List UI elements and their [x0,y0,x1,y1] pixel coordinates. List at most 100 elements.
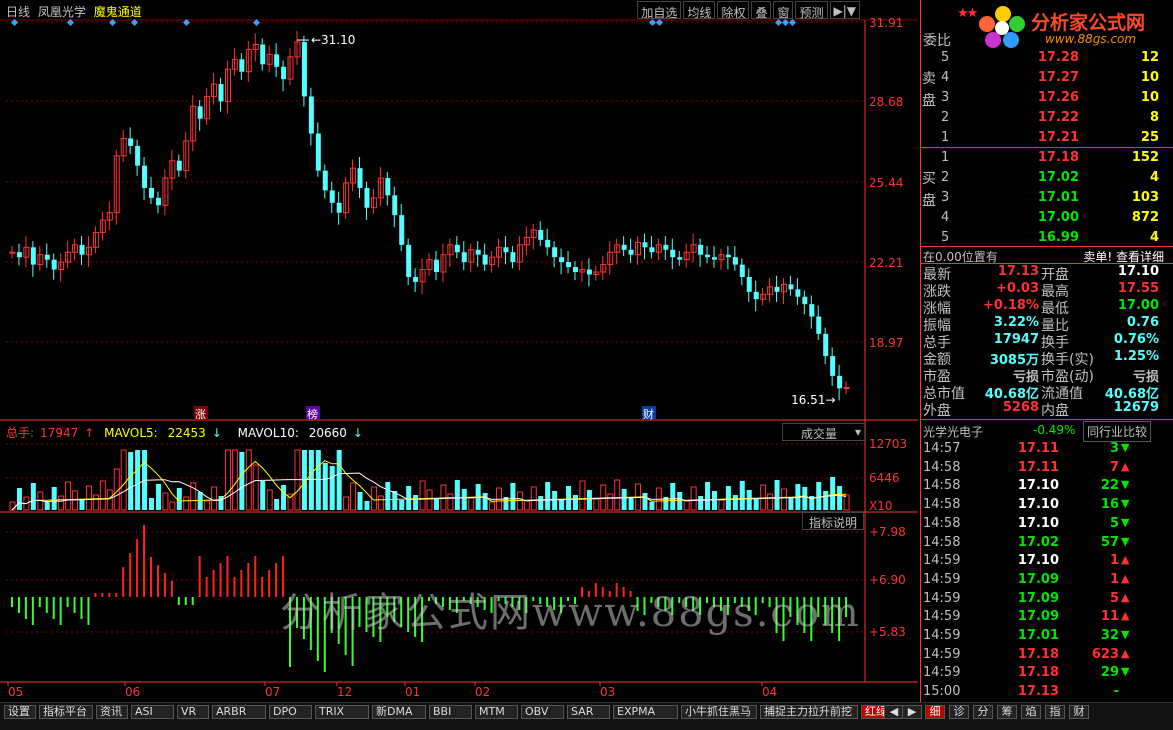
forecast-button[interactable]: 预测 [795,1,828,20]
candle-up [294,41,301,58]
candle-down [698,244,704,255]
bottom-tab[interactable]: ASI [131,705,174,719]
tick-row[interactable]: 14:59 17.10 1 ▲ [921,552,1173,570]
bottom-tab[interactable]: 资讯 [96,705,128,719]
candle-up [655,244,662,253]
window-button[interactable]: 窗 [773,1,794,20]
bottom-tab[interactable]: 指标平台 [39,705,93,719]
panel-tab[interactable]: 筹 [997,705,1017,719]
tick-row[interactable]: 14:58 17.02 57 ▼ [921,534,1173,552]
candle-up [683,251,690,261]
period-label[interactable]: 日线 [6,5,31,19]
up-arrow-icon: ▲ [1121,571,1130,585]
buy-level-row[interactable]: 4 17.00 872 [939,208,1159,228]
volume-bar-down [753,499,759,510]
bottom-tab[interactable]: OBV [521,705,564,719]
candle-up [85,246,92,256]
chart-area[interactable]: 31.91 28.68 25.44 22.21 18.97 ←31.10 16.51→ 涨 榜 财… [0,0,918,702]
candle-down [586,269,592,275]
tick-row[interactable]: 14:59 17.18 29 ▼ [921,664,1173,682]
tick-row[interactable]: 14:59 17.09 5 ▲ [921,590,1173,608]
sell-level-row[interactable]: 4 17.27 10 [939,68,1159,88]
tick-row[interactable]: 14:58 17.11 7 ▲ [921,459,1173,477]
sell-level-row[interactable]: 2 17.22 8 [939,108,1159,128]
indicator-y-label: +5.83 [869,625,906,639]
volume-bar-down [44,501,50,510]
quote-key: 开盘 [1041,267,1069,283]
buy-level-row[interactable]: 5 16.99 4 [939,228,1159,248]
volume-bar-down [281,485,287,510]
bottom-tab[interactable]: SAR [567,705,610,719]
panel-tab[interactable]: 焰 [1021,705,1041,719]
level: 4 [941,70,950,85]
sell-level-row[interactable]: 5 17.28 12 [939,48,1159,68]
buy-volume: 4 [1149,170,1159,185]
candle-up [377,177,384,199]
buy-level-row[interactable]: 1 17.18 152 [939,148,1159,168]
buy-level-row[interactable]: 2 17.02 4 [939,168,1159,188]
add-watchlist-button[interactable]: 加自选 [637,1,682,20]
bottom-tab[interactable]: VR [177,705,209,719]
tick-row[interactable]: 14:58 17.10 5 ▼ [921,515,1173,533]
panel-tab[interactable]: 诊 [949,705,969,719]
sell-level-row[interactable]: 3 17.26 10 [939,88,1159,108]
tick-volume: 32 [1100,628,1119,643]
panel-tab[interactable]: 指 [1045,705,1065,719]
volume-indicator-dropdown[interactable]: 成交量 ▾ [782,423,866,441]
bottom-tab[interactable]: 新DMA [372,705,426,719]
sell-level-row[interactable]: 1 17.21 25 [939,128,1159,148]
bottom-tab[interactable]: BBI [429,705,472,719]
quote-value: 3.22% [993,315,1039,330]
bottom-tab[interactable]: 小牛抓住黑马 [681,705,757,719]
event-mark: 涨 [195,408,206,421]
panel-tab[interactable]: 财 [1069,705,1089,719]
candle-down [454,244,460,253]
volume-bar-down [135,450,141,510]
panel-tab[interactable]: 分 [973,705,993,719]
bottom-tab[interactable]: 设置 [4,705,36,719]
volume-bar-up [447,493,454,511]
tick-row[interactable]: 14:59 17.18 623 ▲ [921,646,1173,664]
candle-down [732,257,738,265]
candle-down [218,84,224,102]
level: 1 [941,150,950,165]
ma-button[interactable]: 均线 [683,1,716,20]
candle-down [301,42,307,97]
quote-value: 0.76% [1113,332,1159,347]
volume-bar-up [72,490,79,511]
buy-level-row[interactable]: 3 17.01 103 [939,188,1159,208]
scroll-right-button[interactable]: ▶ [902,705,922,719]
tick-row[interactable]: 14:57 17.11 3 ▼ [921,440,1173,458]
bottom-tab[interactable]: EXPMA [613,705,678,719]
volume-bar-down [79,500,85,510]
more-button[interactable]: ▶|▼ [829,1,860,19]
indicator-name[interactable]: 魔鬼通道 [93,5,142,19]
tick-row[interactable]: 14:58 17.10 16 ▼ [921,496,1173,514]
stock-name: 凤凰光学 [37,5,86,19]
tick-row[interactable]: 14:58 17.10 22 ▼ [921,477,1173,495]
indicator-help-button[interactable]: 指标说明 [802,512,864,530]
bottom-tab[interactable]: ARBR [212,705,266,719]
tick-row[interactable]: 14:59 17.01 32 ▼ [921,627,1173,645]
overlay-button[interactable]: 叠 [751,1,772,20]
bottom-tab[interactable]: TRIX [315,705,369,719]
industry-compare-button[interactable]: 同行业比较 [1083,421,1152,442]
tick-row[interactable]: 15:00 17.13 - [921,683,1173,701]
panel-tab[interactable]: 细 [925,705,945,719]
kline-chart-svg[interactable]: 31.91 28.68 25.44 22.21 18.97 ←31.10 16.51→ 涨 榜 财… [0,0,918,702]
ex-rights-button[interactable]: 除权 [717,1,750,20]
volume-bar-down [816,482,822,510]
quote-key: 最低 [1041,301,1069,317]
tick-time: 14:58 [923,515,961,531]
scroll-left-button[interactable]: ◀ [884,705,904,719]
tick-row[interactable]: 14:59 17.09 11 ▲ [921,608,1173,626]
volume-bar-up [211,486,218,511]
candle-down [364,187,370,208]
tick-row[interactable]: 14:59 17.09 1 ▲ [921,571,1173,589]
bottom-tab[interactable]: 捕捉主力拉升前挖 [760,705,858,719]
view-detail-link[interactable]: 卖单! 查看详细 [1083,250,1164,264]
bottom-tab[interactable]: DPO [269,705,312,719]
sector-name[interactable]: 光学光电子 [923,425,984,439]
bottom-tab[interactable]: MTM [475,705,518,719]
candle-down [823,333,829,357]
